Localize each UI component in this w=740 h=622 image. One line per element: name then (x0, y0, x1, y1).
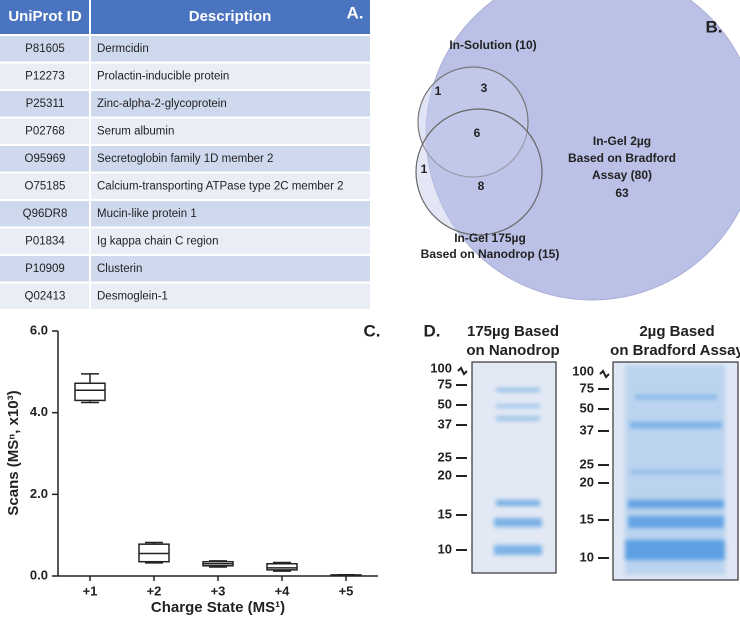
ladder-label: 10 (438, 541, 452, 556)
ladder-label: 75 (438, 376, 452, 391)
table-row (0, 201, 370, 227)
table-row (0, 283, 370, 309)
table-row (0, 228, 370, 254)
table-row (0, 118, 370, 144)
table-cell: P02768 (25, 126, 65, 138)
y-tick-label: 6.0 (30, 322, 48, 337)
ladder-label: 15 (580, 511, 594, 526)
table-cell: Calcium-transporting ATPase type 2C memb… (97, 181, 344, 193)
region-count: 1 (435, 84, 442, 98)
table-cell: Zinc-alpha-2-glycoprotein (97, 98, 227, 110)
ladder-label: 37 (580, 422, 594, 437)
table-cell: Q02413 (25, 291, 66, 303)
ladder-label: 75 (580, 380, 594, 395)
set-label: Assay (80) (592, 168, 652, 182)
lane-title: on Nanodrop (466, 342, 559, 359)
venn-diagram: In-Solution (10) 1 3 6 1 8 In-Gel 175µg … (415, 0, 740, 301)
ladder-label: 10 (580, 549, 594, 564)
ladder-label: 50 (438, 396, 452, 411)
venn-circle-175ug (415, 108, 543, 236)
table-row (0, 63, 370, 89)
y-tick-label: 4.0 (30, 404, 48, 419)
box-plot: C. Charge State (MS¹) Scans (MSⁿ, x10³) … (5, 321, 381, 615)
ladder-label: 20 (580, 474, 594, 489)
region-count: 1 (421, 162, 428, 176)
x-tick-label: +4 (275, 583, 291, 598)
box (266, 563, 298, 571)
lane-title: 2µg Based (639, 323, 714, 340)
lane-title: 175µg Based (467, 323, 559, 340)
venn-circle-in-solution (417, 66, 529, 178)
table-cell: P10909 (25, 263, 65, 275)
x-tick-label: +2 (147, 583, 162, 598)
ladder-label: 20 (438, 467, 452, 482)
lane-title: on Bradford Assay (610, 342, 740, 359)
x-tick-label: +5 (339, 583, 354, 598)
table-cell: Clusterin (97, 263, 142, 275)
region-count: 8 (478, 179, 485, 193)
region-count: 3 (481, 81, 488, 95)
table-row (0, 36, 370, 62)
table-cell: P12273 (25, 71, 65, 83)
ladder-label: 25 (580, 456, 594, 471)
header-cell: UniProt ID (8, 8, 81, 25)
table-cell: Mucin-like protein 1 (97, 208, 197, 220)
table-row (0, 146, 370, 172)
gel-lane (471, 361, 557, 574)
y-tick-label: 0.0 (30, 567, 48, 582)
ladder-label: 100 (430, 360, 452, 375)
region-count: 63 (615, 186, 629, 200)
box (74, 382, 106, 402)
ladder-ticks (456, 366, 610, 559)
table-cell: O75185 (25, 181, 66, 193)
set-label: In-Solution (10) (449, 38, 536, 52)
panel-label: D. (424, 321, 441, 340)
protein-table: UniProt ID Description A. P81605 Dermcidi… (0, 0, 370, 309)
table-cell: Dermcidin (97, 43, 149, 55)
panel-label: C. (364, 321, 381, 340)
table-row (0, 91, 370, 117)
table-cell: Q96DR8 (23, 208, 68, 220)
panel-label: B. (706, 17, 723, 36)
table-cell: Desmoglein-1 (97, 291, 168, 303)
y-tick-label: 2.0 (30, 486, 48, 501)
x-axis-title: Charge State (MS¹) (151, 599, 285, 616)
table-cell: P25311 (26, 98, 65, 110)
table-cell: Ig kappa chain C region (97, 236, 218, 248)
set-label: In-Gel 175µg (454, 231, 526, 245)
region-count: 6 (474, 126, 481, 140)
ladder-label: 15 (438, 506, 452, 521)
ladder-label: 25 (438, 449, 452, 464)
ladder-label: 37 (438, 416, 452, 431)
panel-label: A. (347, 3, 364, 22)
table-cell: P81605 (25, 43, 65, 55)
table-row (0, 173, 370, 199)
x-tick-label: +1 (83, 583, 98, 598)
set-label: In-Gel 2µg (593, 134, 651, 148)
gel-panel: D. 175µg Based on Nanodrop 2µg Based on … (424, 321, 740, 581)
table-cell: O95969 (25, 153, 66, 165)
table-header (0, 0, 370, 34)
table-cell: Serum albumin (97, 126, 174, 138)
ladder-label: 50 (580, 400, 594, 415)
set-label: Based on Bradford (568, 151, 676, 165)
table-cell: Secretoglobin family 1D member 2 (97, 153, 273, 165)
table-cell: Prolactin-inducible protein (97, 71, 229, 83)
set-label: Based on Nanodrop (15) (421, 247, 560, 261)
header-cell: Description (189, 8, 272, 25)
x-tick-label: +3 (211, 583, 226, 598)
table-row (0, 256, 370, 282)
table-cell: P01834 (25, 236, 65, 248)
y-axis-title: Scans (MSⁿ, x10³) (5, 390, 22, 515)
ladder-label: 100 (572, 363, 594, 378)
